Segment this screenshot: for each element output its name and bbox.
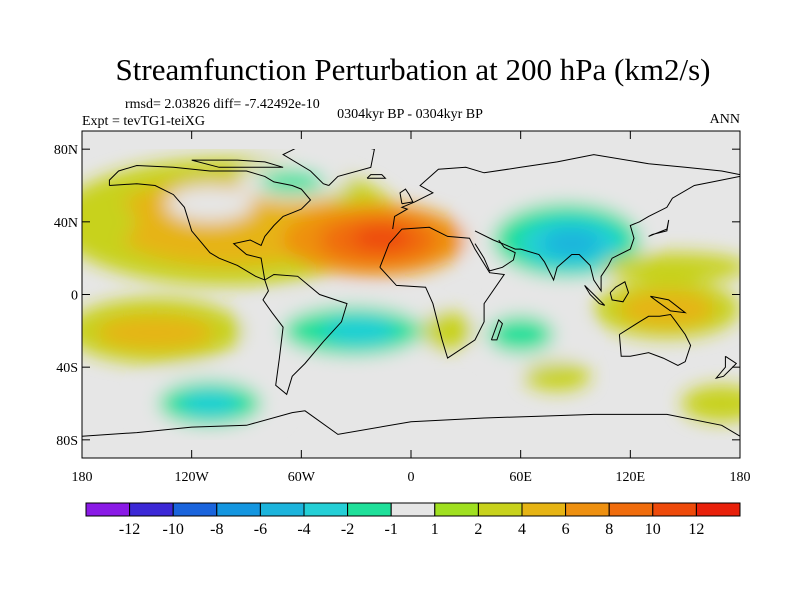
colorbar-label: -2 (341, 521, 354, 538)
colorbar-swatch (434, 502, 479, 517)
coastline (714, 355, 738, 379)
contour-region (524, 361, 591, 391)
colorbar-swatch (172, 502, 218, 517)
colorbar-swatch (477, 502, 523, 517)
colorbar-swatch (695, 502, 741, 517)
y-tick-label: 40N (54, 216, 78, 231)
coastline (618, 313, 692, 366)
coastline (648, 219, 670, 237)
colorbar-label: 8 (605, 521, 613, 538)
contour-region (180, 390, 240, 417)
colorbar-label: -1 (385, 521, 398, 538)
coastline (609, 281, 630, 303)
coastline (584, 285, 606, 306)
colorbar-swatch (216, 502, 261, 517)
colorbar-label: 12 (688, 521, 704, 538)
contour-region (487, 316, 554, 353)
colorbar-swatch (259, 502, 305, 517)
colorbar-swatch (347, 502, 392, 517)
contour-region (166, 185, 254, 222)
chart-title: Streamfunction Perturbation at 200 hPa (… (116, 52, 711, 87)
colorbar-label: -10 (163, 521, 184, 538)
y-axis: 80N 40N 0 40S 80S (54, 143, 740, 449)
contour-region (323, 316, 397, 346)
coastline (399, 188, 414, 205)
contour-region (421, 312, 474, 350)
y-tick-label: 80S (56, 434, 78, 449)
colorbar-swatch (85, 502, 131, 517)
left-label: Expt = tevTG1-teiXG (82, 114, 205, 129)
colorbar-label: 4 (518, 521, 526, 538)
colorbar-swatch (303, 502, 349, 517)
contour-region (352, 225, 411, 251)
contour-region (82, 200, 137, 244)
coastline (191, 159, 284, 168)
colorbar-label: 10 (645, 521, 661, 538)
y-tick-label: 80N (54, 143, 78, 158)
coastline (392, 154, 740, 230)
coastline (282, 149, 375, 186)
x-tick-label: 120W (175, 470, 210, 485)
colorbar-label: -8 (210, 521, 223, 538)
contour-region (96, 316, 214, 349)
x-tick-label: 180 (730, 470, 751, 485)
colorbar: -12 -10 -8 -6 -4 -2 -1 1 2 4 6 8 10 12 (85, 502, 741, 538)
colorbar-label: -4 (297, 521, 310, 538)
stats-text: rmsd= 2.03826 diff= -7.42492e-10 (125, 97, 320, 112)
contour-region (259, 170, 326, 193)
contour-region (681, 385, 740, 422)
coastline (108, 164, 312, 281)
colorbar-swatch (565, 502, 610, 517)
colorbar-swatch (608, 502, 654, 517)
coastline (366, 174, 387, 179)
coastlines (82, 149, 740, 437)
coastline (379, 226, 506, 359)
colorbar-label: -6 (254, 521, 267, 538)
coastline (474, 239, 516, 272)
colorbar-label: -12 (119, 521, 140, 538)
colorbar-swatch (521, 502, 567, 517)
colorbar-swatch (652, 502, 697, 517)
x-tick-label: 180 (72, 470, 93, 485)
contour-region (602, 252, 740, 282)
x-axis: 180 120W 60W 0 60E 120E 180 (72, 131, 751, 485)
contour-region (619, 290, 715, 328)
contour-field (82, 158, 740, 437)
colorbar-label: 1 (431, 521, 439, 538)
y-tick-label: 0 (71, 289, 78, 304)
x-tick-label: 60E (509, 470, 532, 485)
coastline (474, 175, 740, 293)
x-tick-label: 60W (288, 470, 316, 485)
x-tick-label: 120E (616, 470, 646, 485)
map-panel (81, 130, 741, 459)
coastline (490, 318, 503, 341)
colorbar-label: 2 (474, 521, 482, 538)
coastline (650, 295, 687, 314)
colorbar-swatch (390, 502, 436, 517)
x-tick-label: 0 (408, 470, 415, 485)
right-label: ANN (710, 112, 740, 127)
y-tick-label: 40S (56, 361, 78, 376)
coastline (82, 410, 740, 437)
colorbar-label: 6 (562, 521, 570, 538)
colorbar-swatch (129, 502, 174, 517)
center-label: 0304kyr BP - 0304kyr BP (337, 107, 483, 122)
contour-region (542, 229, 602, 259)
coastline (262, 273, 348, 396)
